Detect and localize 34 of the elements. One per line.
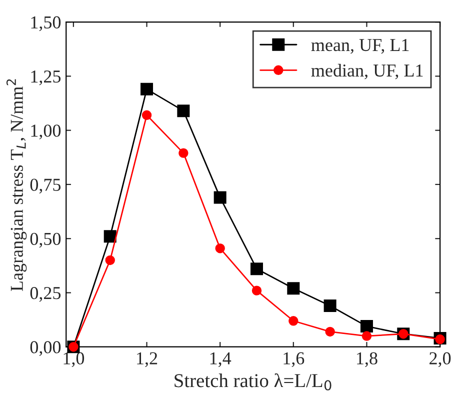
point xyxy=(104,230,116,243)
point xyxy=(214,191,226,204)
y-axis-title: Lagrangian stress T$_{L}$, N/mm$^{2}$ xyxy=(6,79,27,292)
x-tick-label: 2,0 xyxy=(430,352,451,368)
x-axis-title: Stretch ratio λ=L/L$_{0}$ xyxy=(174,373,332,390)
point xyxy=(215,243,225,254)
point xyxy=(287,282,300,295)
x-tick-label: 1,2 xyxy=(137,352,158,368)
y-tick-label: 1,25 xyxy=(31,70,61,86)
point xyxy=(105,255,115,266)
point xyxy=(362,331,372,341)
legend-label: median, UF, L1 xyxy=(311,64,423,80)
x-tick-label: 1,0 xyxy=(64,352,84,368)
x-tick-label: 1,8 xyxy=(357,352,378,368)
y-tick-label: 0,25 xyxy=(30,286,61,302)
point xyxy=(360,320,373,333)
point xyxy=(252,286,262,296)
y-tick-label: 0,50 xyxy=(30,232,61,248)
y-tick-label: 0,00 xyxy=(30,341,61,356)
y-tick-label: 0,75 xyxy=(30,178,61,194)
x-tick-label: 1,4 xyxy=(210,352,232,368)
point xyxy=(324,299,336,312)
x-tick-label: 1,6 xyxy=(284,352,304,368)
point xyxy=(435,334,445,344)
y-tick-label: 1,50 xyxy=(31,16,61,32)
point xyxy=(325,326,335,337)
y-tick-label: 1,00 xyxy=(31,124,61,140)
point xyxy=(288,316,298,326)
point xyxy=(178,148,188,158)
legend-label: mean, UF, L1 xyxy=(311,39,409,54)
point xyxy=(177,104,190,118)
point xyxy=(142,110,152,120)
point xyxy=(140,82,154,96)
point xyxy=(250,262,263,276)
